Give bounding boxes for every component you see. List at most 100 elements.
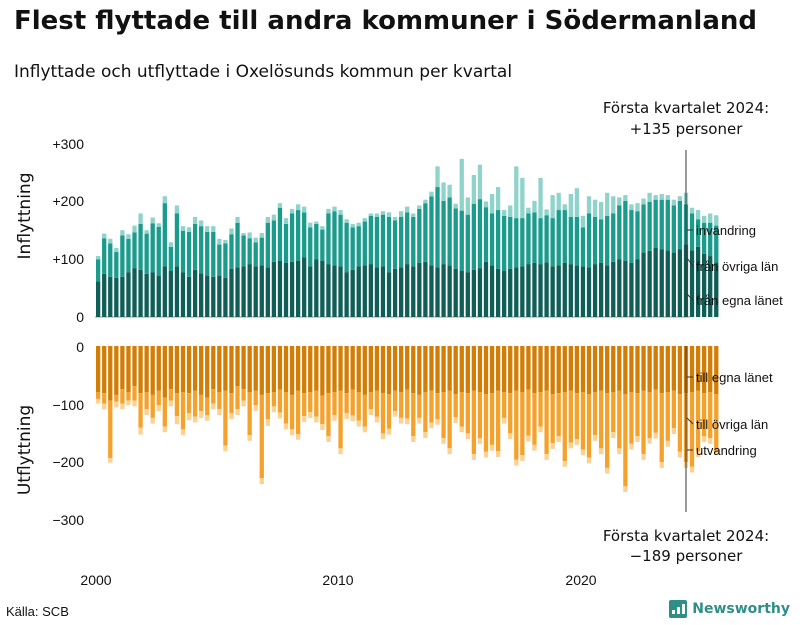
- outflow-bar-48-series-0: [386, 346, 392, 395]
- outflow-bar-59-series-0: [453, 346, 458, 395]
- outflow-bar-5-series-2: [126, 400, 131, 406]
- bottom-y-tick-0: 0: [76, 339, 84, 355]
- inflow-bar-68-series-0: [508, 268, 513, 317]
- inflow-bar-45-series-1: [368, 215, 373, 265]
- inflow-bar-27-series-0: [259, 265, 264, 317]
- outflow-bar-6-series-0: [132, 346, 137, 387]
- outflow-bar-58-series-0: [447, 346, 452, 391]
- inflow-bar-36-series-2: [314, 221, 319, 224]
- outflow-bar-9-series-1: [150, 394, 155, 418]
- inflow-bar-60-series-1: [459, 210, 464, 271]
- inflow-bar-21-series-2: [223, 239, 228, 244]
- inflow-bar-69-series-2: [514, 166, 519, 219]
- outflow-bar-43-series-2: [356, 420, 361, 427]
- inflow-bar-18-series-0: [205, 275, 210, 317]
- inflow-bar-55-series-2: [429, 191, 434, 197]
- outflow-bar-31-series-0: [283, 346, 289, 392]
- outflow-bar-65-series-1: [489, 393, 495, 445]
- outflow-bar-20-series-0: [217, 346, 222, 392]
- outflow-bar-31-series-1: [283, 392, 289, 424]
- inflow-bar-42-series-1: [350, 227, 355, 270]
- outflow-bar-91-series-1: [647, 392, 652, 438]
- outflow-bar-83-series-1: [598, 390, 604, 449]
- inflow-bar-62-series-2: [471, 174, 477, 204]
- inflow-bar-75-series-0: [550, 266, 555, 317]
- top-annotation: Första kvartalet 2024: +135 personer: [603, 99, 769, 138]
- inflow-bar-20-series-1: [217, 244, 222, 276]
- inflow-bar-33-series-0: [295, 260, 301, 317]
- outflow-bar-44-series-0: [362, 346, 367, 395]
- inflow-bar-92-series-2: [653, 195, 658, 200]
- outflow-bar-88-series-0: [629, 346, 634, 392]
- outflow-bar-68-series-0: [508, 346, 513, 394]
- outflow-bar-50-series-2: [399, 417, 404, 424]
- inflow-bar-47-series-1: [380, 214, 386, 267]
- outflow-bar-99-series-2: [695, 451, 701, 457]
- inflow-bar-19-series-1: [211, 231, 216, 277]
- inflow-bar-55-series-1: [429, 196, 434, 266]
- inflow-bar-43-series-0: [356, 266, 361, 317]
- inflow-bar-89-series-2: [635, 203, 640, 212]
- inflow-bar-57-series-0: [441, 264, 446, 317]
- outflow-bar-67-series-1: [502, 392, 507, 418]
- outflow-bar-14-series-1: [180, 392, 186, 430]
- outflow-bar-75-series-2: [550, 443, 555, 449]
- outflow-bar-78-series-0: [568, 346, 573, 391]
- inflow-bar-33-series-1: [295, 210, 301, 261]
- inflow-bar-85-series-2: [611, 196, 616, 214]
- outflow-bar-50-series-0: [399, 346, 404, 392]
- inflow-bar-51-series-0: [405, 264, 410, 317]
- inflow-bar-81-series-0: [586, 267, 592, 317]
- inflow-bar-99-series-0: [695, 246, 701, 317]
- outflow-bar-60-series-2: [459, 426, 464, 433]
- source-note: Källa: SCB: [6, 604, 69, 619]
- inflow-bar-77-series-0: [562, 262, 567, 317]
- inflow-bar-8-series-0: [144, 273, 149, 318]
- outflow-bar-62-series-2: [471, 454, 477, 460]
- outflow-bar-70-series-0: [520, 346, 525, 392]
- inflow-bar-40-series-0: [338, 266, 343, 317]
- inflow-bar-11-series-0: [162, 266, 167, 317]
- inflow-bar-100-series-1: [702, 222, 707, 254]
- outflow-bar-18-series-2: [205, 415, 210, 421]
- outflow-bar-72-series-0: [532, 346, 537, 394]
- inflow-bar-73-series-0: [538, 264, 543, 317]
- outflow-bar-91-series-2: [647, 438, 652, 444]
- inflow-bar-9-series-0: [150, 272, 155, 317]
- inflow-bar-22-series-2: [229, 228, 234, 235]
- inflow-bar-6-series-2: [132, 225, 137, 233]
- inflow-bar-23-series-1: [235, 222, 240, 268]
- inflow-bar-78-series-1: [568, 216, 573, 265]
- inflow-bar-4-series-1: [120, 235, 125, 277]
- series-label-utvandring: utvandring: [696, 443, 757, 458]
- outflow-bar-94-series-2: [665, 440, 670, 447]
- outflow-bar-37-series-0: [320, 346, 325, 396]
- inflow-bar-13-series-1: [174, 213, 180, 267]
- outflow-bar-57-series-2: [441, 438, 446, 444]
- inflow-bar-44-series-2: [362, 218, 367, 222]
- inflow-bar-72-series-2: [532, 200, 537, 213]
- outflow-bar-35-series-0: [308, 346, 313, 392]
- outflow-bar-74-series-1: [544, 390, 549, 455]
- inflow-bar-43-series-1: [356, 226, 361, 267]
- bottom-series-labels: till egna länet till övriga län utvandri…: [686, 370, 773, 458]
- outflow-bar-55-series-0: [429, 346, 434, 391]
- outflow-bar-53-series-2: [417, 417, 422, 424]
- outflow-bar-17-series-1: [199, 394, 204, 411]
- inflow-bar-4-series-2: [120, 230, 125, 236]
- outflow-bar-31-series-2: [283, 423, 289, 430]
- inflow-bar-34-series-2: [302, 206, 307, 213]
- inflow-bar-25-series-0: [247, 264, 252, 317]
- outflow-bar-83-series-2: [598, 448, 604, 455]
- outflow-bar-100-series-1: [702, 393, 707, 437]
- inflow-bar-6-series-0: [132, 268, 137, 317]
- outflow-bar-25-series-0: [247, 346, 252, 392]
- outflow-bar-54-series-1: [423, 392, 428, 433]
- outflow-bar-21-series-0: [223, 346, 228, 391]
- outflow-bar-34-series-1: [302, 393, 307, 417]
- outflow-bar-14-series-0: [180, 346, 186, 392]
- series-label-invandring: invandring: [696, 223, 756, 238]
- outflow-bar-45-series-1: [368, 392, 373, 410]
- inflow-bar-102-series-2: [714, 215, 719, 226]
- inflow-bar-21-series-1: [223, 243, 228, 278]
